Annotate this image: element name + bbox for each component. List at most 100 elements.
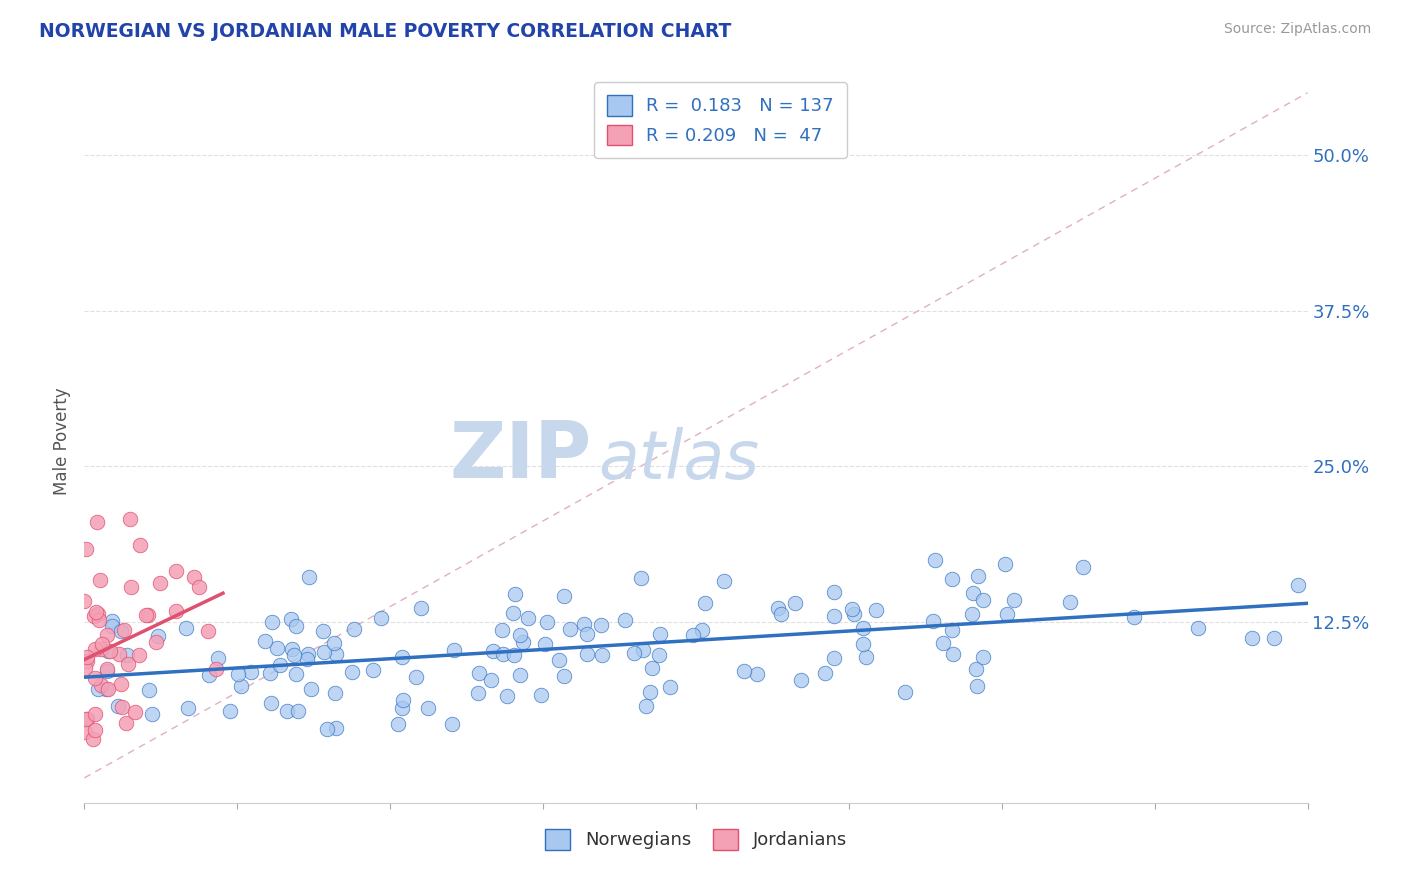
- Point: [84, 605, 107, 619]
- Point: [283, 648, 305, 662]
- Point: [73, 594, 96, 608]
- Point: [110, 624, 132, 639]
- Point: [966, 679, 988, 693]
- Point: [468, 666, 491, 681]
- Point: [1263, 632, 1285, 646]
- Point: [967, 569, 990, 583]
- Point: [266, 640, 288, 655]
- Point: [575, 647, 598, 661]
- Point: [76, 649, 98, 664]
- Point: [295, 652, 318, 666]
- Point: [509, 668, 531, 682]
- Point: [76, 654, 98, 668]
- Point: [112, 623, 135, 637]
- Point: [1241, 631, 1264, 645]
- Point: [634, 699, 657, 714]
- Point: [491, 647, 513, 661]
- Point: [536, 615, 558, 629]
- Point: [418, 700, 440, 714]
- Point: [467, 686, 489, 700]
- Point: [260, 696, 283, 710]
- Point: [941, 623, 963, 637]
- Point: [219, 704, 242, 718]
- Point: [207, 651, 229, 665]
- Point: [297, 647, 319, 661]
- Point: [972, 650, 994, 665]
- Point: [312, 645, 335, 659]
- Point: [96, 628, 118, 642]
- Point: [176, 701, 198, 715]
- Point: [823, 608, 845, 623]
- Point: [87, 613, 110, 627]
- Point: [183, 569, 205, 583]
- Point: [768, 601, 790, 615]
- Point: [648, 648, 671, 662]
- Point: [128, 539, 150, 553]
- Point: [443, 643, 465, 657]
- Point: [87, 681, 110, 696]
- Point: [789, 673, 811, 687]
- Point: [96, 664, 118, 678]
- Point: [97, 644, 120, 658]
- Point: [591, 648, 613, 662]
- Point: [135, 608, 157, 623]
- Point: [575, 627, 598, 641]
- Point: [165, 564, 187, 578]
- Point: [83, 723, 105, 737]
- Point: [73, 724, 96, 739]
- Point: [231, 679, 253, 693]
- Point: [841, 602, 863, 616]
- Point: [922, 615, 945, 629]
- Point: [505, 587, 527, 601]
- Point: [86, 515, 108, 529]
- Point: [325, 721, 347, 735]
- Point: [285, 667, 308, 681]
- Point: [391, 650, 413, 665]
- Text: ZIP: ZIP: [450, 418, 592, 494]
- Point: [115, 715, 138, 730]
- Point: [641, 661, 664, 675]
- Point: [995, 607, 1018, 621]
- Point: [823, 584, 845, 599]
- Text: Source: ZipAtlas.com: Source: ZipAtlas.com: [1223, 22, 1371, 37]
- Point: [281, 641, 304, 656]
- Point: [633, 643, 655, 657]
- Point: [259, 666, 281, 681]
- Point: [852, 621, 875, 635]
- Point: [75, 713, 97, 727]
- Point: [1002, 593, 1025, 607]
- Point: [924, 553, 946, 567]
- Point: [591, 618, 613, 632]
- Point: [110, 677, 132, 691]
- Point: [84, 642, 107, 657]
- Point: [932, 636, 955, 650]
- Point: [138, 683, 160, 698]
- Point: [82, 731, 104, 746]
- Point: [124, 705, 146, 719]
- Point: [226, 666, 249, 681]
- Point: [100, 643, 122, 657]
- Point: [361, 664, 384, 678]
- Point: [117, 648, 139, 662]
- Point: [323, 686, 346, 700]
- Point: [149, 575, 172, 590]
- Point: [1071, 560, 1094, 574]
- Point: [253, 633, 276, 648]
- Point: [733, 664, 755, 678]
- Point: [690, 623, 713, 637]
- Point: [100, 619, 122, 633]
- Point: [1187, 621, 1209, 635]
- Point: [630, 571, 652, 585]
- Point: [894, 685, 917, 699]
- Point: [994, 557, 1017, 571]
- Point: [440, 716, 463, 731]
- Point: [965, 662, 987, 676]
- Point: [117, 657, 139, 671]
- Point: [83, 609, 105, 624]
- Point: [276, 704, 298, 718]
- Point: [491, 623, 513, 637]
- Point: [693, 596, 716, 610]
- Point: [96, 662, 118, 676]
- Point: [280, 612, 302, 626]
- Point: [785, 597, 807, 611]
